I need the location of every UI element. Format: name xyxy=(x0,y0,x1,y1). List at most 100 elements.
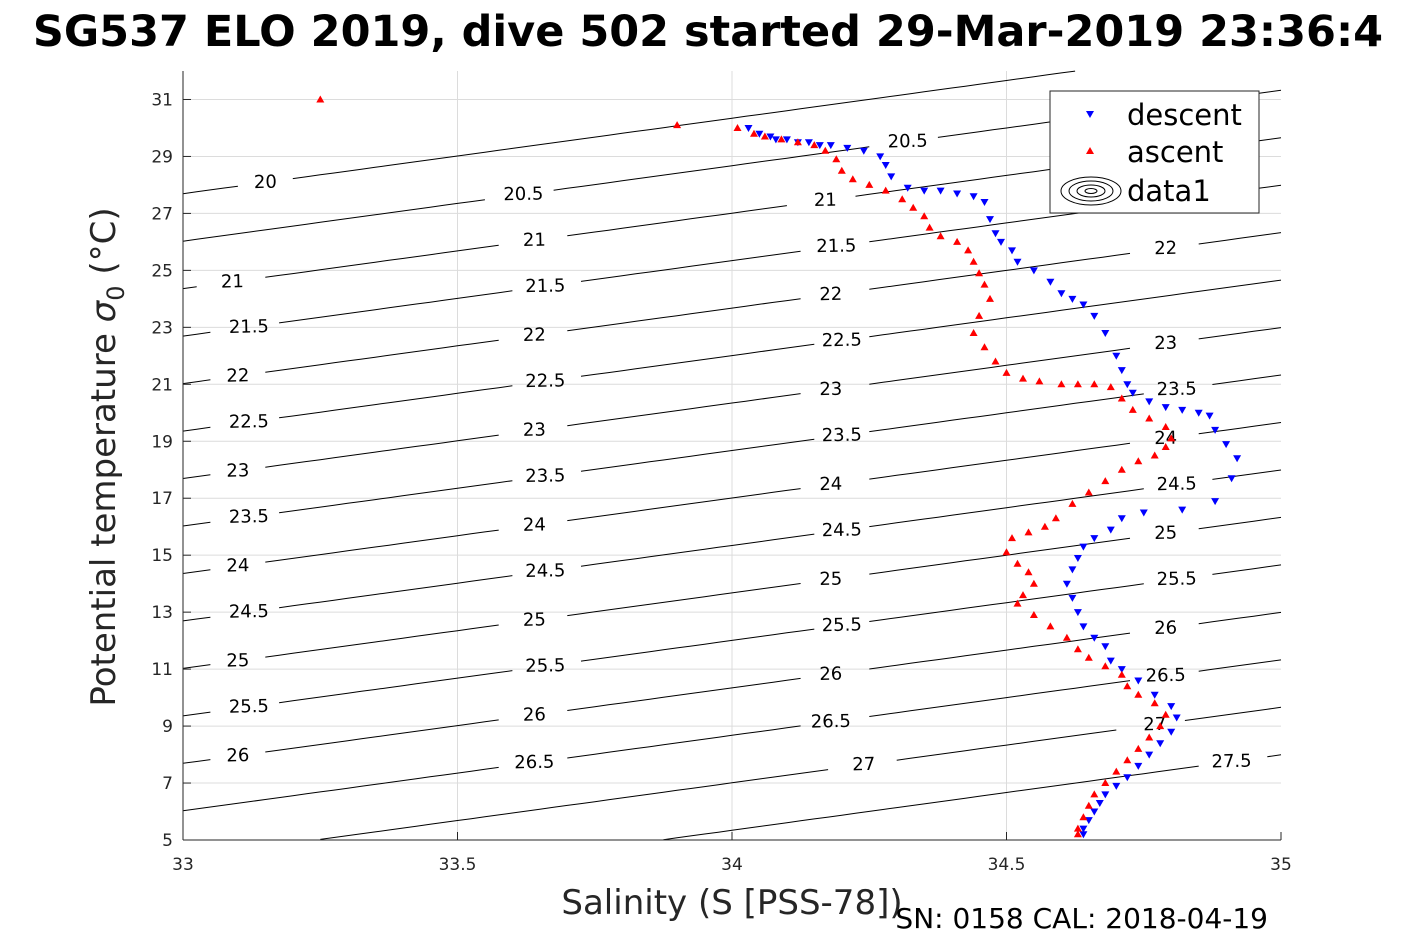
descent-marker xyxy=(1112,782,1121,790)
isopycnal-line xyxy=(182,184,1282,337)
y-tick-label: 11 xyxy=(151,660,173,680)
descent-marker xyxy=(997,238,1005,246)
ascent-marker xyxy=(969,329,978,336)
ascent-marker xyxy=(969,257,978,265)
descent-marker xyxy=(980,199,989,206)
x-tick-label: 34 xyxy=(721,855,743,875)
x-tick-labels: 33 33.5 34 34.5 35 xyxy=(172,855,1292,875)
descent-marker xyxy=(920,187,929,195)
descent-marker xyxy=(1134,762,1143,770)
ascent-marker xyxy=(920,212,929,220)
ascent-marker xyxy=(909,203,918,211)
ascent-marker xyxy=(980,343,989,351)
ascent-marker xyxy=(1073,830,1082,838)
legend-descent-marker xyxy=(1086,111,1094,118)
isopycnal-label: 27 xyxy=(1143,714,1166,735)
descent-marker xyxy=(1101,643,1110,651)
isopycnal-label: 24.5 xyxy=(822,519,862,541)
descent-marker xyxy=(1194,409,1203,417)
descent-marker xyxy=(1205,412,1214,420)
descent-marker xyxy=(1062,580,1071,588)
ascent-marker xyxy=(673,121,682,129)
descent-marker xyxy=(1178,406,1187,414)
descent-marker xyxy=(1073,609,1082,617)
ascent-marker xyxy=(1073,824,1082,832)
descent-marker xyxy=(766,133,775,141)
isopycnal-line xyxy=(182,469,1282,622)
ascent-marker xyxy=(1019,374,1027,382)
descent-marker xyxy=(1079,623,1088,631)
isopycnal-label: 23 xyxy=(226,460,249,481)
ascent-marker xyxy=(1156,722,1165,730)
y-tick-label: 15 xyxy=(151,546,173,566)
ascent-marker xyxy=(1029,579,1038,587)
descent-marker xyxy=(1123,774,1132,782)
isopycnal-label: 21 xyxy=(221,271,244,292)
descent-marker xyxy=(1090,634,1099,642)
descent-marker xyxy=(1172,714,1181,722)
isopycnal-label: 25 xyxy=(226,650,249,671)
isopycnal-label: 22.5 xyxy=(525,370,565,392)
y-tick-label: 23 xyxy=(151,318,173,338)
ascent-marker xyxy=(777,135,786,143)
isopycnal-label: 24.5 xyxy=(525,560,565,582)
descent-marker xyxy=(1156,740,1165,748)
descent-marker xyxy=(986,216,994,224)
ascent-marker xyxy=(980,280,989,288)
y-axis-label-unit: (°C) xyxy=(84,207,124,285)
ascent-marker xyxy=(1079,813,1088,821)
ascent-marker xyxy=(1123,756,1132,764)
descent-marker xyxy=(755,130,764,138)
legend: descent ascent data1 xyxy=(1049,90,1260,214)
ascent-marker xyxy=(1167,434,1176,442)
descent-marker xyxy=(1084,817,1093,825)
descent-marker xyxy=(1046,278,1055,286)
descent-marker xyxy=(1079,825,1088,833)
isopycnal-label: 20.5 xyxy=(503,183,543,205)
descent-marker xyxy=(1222,441,1231,449)
ascent-marker xyxy=(1046,622,1055,630)
isopycnal-line xyxy=(182,611,1282,764)
ascent-marker xyxy=(1057,380,1066,388)
isopycnal-line xyxy=(182,137,1282,290)
descent-marker xyxy=(991,230,1000,238)
isopycnal-line xyxy=(182,374,1282,527)
y-axis-label-subscript: 0 xyxy=(102,285,130,300)
isopycnal-label: 24 xyxy=(226,555,249,576)
descent-marker xyxy=(887,173,896,181)
descent-marker xyxy=(843,144,852,152)
ascent-marker xyxy=(1090,380,1099,388)
isopycnal-label: 26 xyxy=(819,664,842,685)
isopycnal-label: 23.5 xyxy=(525,465,565,487)
descent-marker xyxy=(1128,389,1137,397)
ascent-marker xyxy=(1019,591,1027,599)
ascent-marker xyxy=(1040,522,1049,530)
ascent-marker xyxy=(821,146,830,154)
isopycnal-label: 20 xyxy=(254,172,277,193)
isopycnal-label: 24.5 xyxy=(1156,473,1196,495)
y-axis-label-sigma: σ xyxy=(84,299,124,322)
isopycnal-label: 22 xyxy=(226,365,249,386)
descent-marker xyxy=(1068,566,1077,574)
ascent-marker xyxy=(1002,368,1011,376)
isopycnal-label: 26.5 xyxy=(811,711,851,733)
ascent-marker xyxy=(750,129,758,137)
legend-contour-icon xyxy=(1060,176,1122,206)
isopycnal-line xyxy=(182,659,1282,812)
isopycnal-line xyxy=(182,327,1282,479)
ascent-marker xyxy=(991,357,1000,365)
descent-marker xyxy=(1178,506,1187,514)
isopycnal-label: 22 xyxy=(523,325,546,346)
isopycnal-label: 22 xyxy=(1154,238,1177,259)
y-tick-label: 19 xyxy=(151,432,173,452)
descent-marker xyxy=(815,142,824,150)
isopycnal-label: 24.5 xyxy=(229,601,269,623)
y-tick-label: 31 xyxy=(151,90,173,110)
ascent-marker xyxy=(975,269,984,277)
descent-marker xyxy=(903,184,912,192)
isopycnal-line xyxy=(182,422,1282,574)
ascent-marker xyxy=(1073,380,1082,388)
descent-marker xyxy=(1079,301,1088,309)
ascent-marker xyxy=(1161,423,1170,430)
descent-marker xyxy=(1211,498,1220,506)
